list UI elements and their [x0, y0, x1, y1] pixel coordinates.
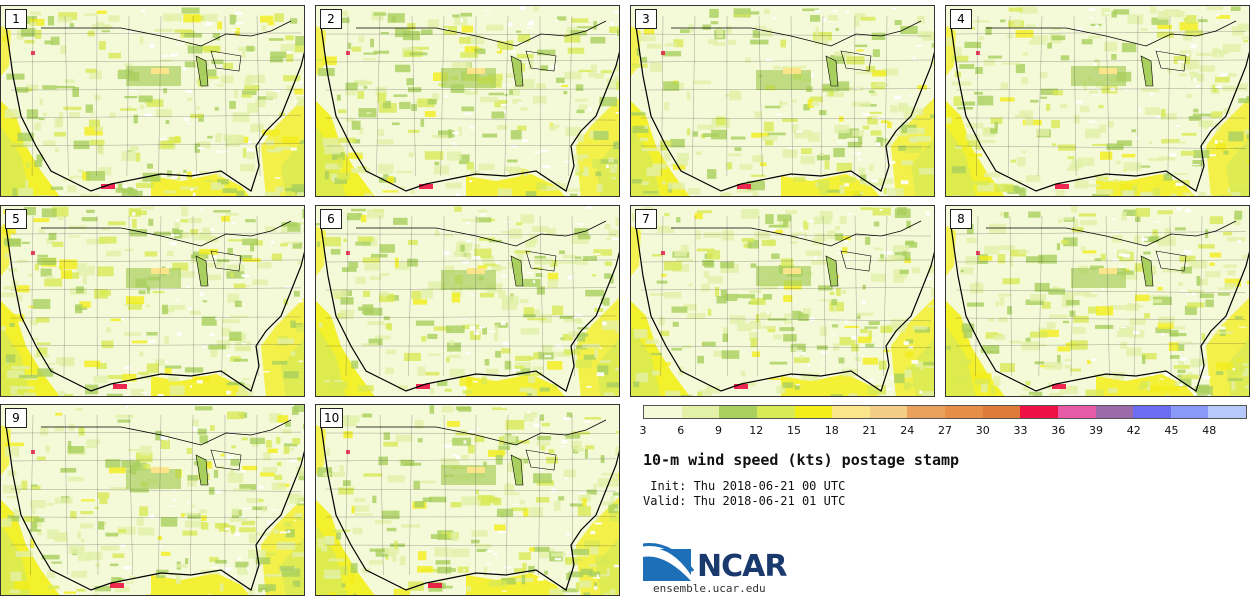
wind-speed-map	[946, 6, 1249, 196]
ensemble-member-panel: 6	[315, 205, 620, 397]
colorbar-swatch	[869, 406, 908, 418]
member-number-label: 4	[950, 9, 972, 29]
wind-speed-map	[631, 206, 934, 396]
colorbar-swatch	[945, 406, 983, 418]
colorbar-tick-label: 33	[1013, 424, 1028, 437]
wind-speed-map	[316, 6, 619, 196]
colorbar-swatch	[756, 406, 795, 418]
member-number-label: 3	[635, 9, 657, 29]
colorbar-swatch	[719, 406, 757, 418]
colorbar-tick-label: 3	[639, 424, 647, 437]
ensemble-member-panel: 2	[315, 5, 620, 197]
colorbar-swatch	[1133, 406, 1171, 418]
ensemble-member-panel: 10	[315, 404, 620, 596]
wind-speed-map	[1, 405, 304, 595]
member-number-label: 7	[635, 209, 657, 229]
member-number-label: 6	[320, 209, 342, 229]
member-number-label: 10	[320, 408, 344, 428]
init-time: Init: Thu 2018-06-21 00 UTC	[643, 479, 846, 493]
wind-speed-map	[631, 6, 934, 196]
colorbar-tick-label: 15	[787, 424, 801, 437]
colorbar-swatch	[1095, 406, 1134, 418]
colorbar-swatch	[1170, 406, 1209, 418]
colorbar-tick-label: 39	[1089, 424, 1103, 437]
colorbar-tick-label: 9	[715, 424, 722, 437]
colorbar-swatch	[982, 406, 1021, 418]
wind-speed-map	[1, 6, 304, 196]
colorbar-swatch	[1057, 406, 1096, 418]
ensemble-member-panel: 3	[630, 5, 935, 197]
colorbar-swatch	[832, 406, 870, 418]
colorbar-tick-label: 45	[1164, 424, 1179, 437]
colorbar-swatch	[907, 406, 945, 418]
colorbar-swatch	[681, 406, 720, 418]
ensemble-member-panel: 1	[0, 5, 305, 197]
colorbar-tick-label: 48	[1202, 424, 1217, 437]
colorbar-swatch	[1208, 406, 1246, 418]
member-number-label: 1	[5, 9, 27, 29]
colorbar-swatch	[794, 406, 833, 418]
colorbar-tick-labels: 3 6 9 12 15 18 21 24 27 30 33 36 39 42 45 48	[639, 424, 1247, 438]
site-url: ensemble.ucar.edu	[653, 582, 766, 595]
member-number-label: 8	[950, 209, 972, 229]
colorbar-tick-label: 21	[862, 424, 877, 437]
colorbar-swatch	[1020, 406, 1058, 418]
ensemble-member-panel: 8	[945, 205, 1250, 397]
wind-speed-map	[316, 206, 619, 396]
wind-speed-map	[316, 405, 619, 595]
colorbar-tick-label: 36	[1051, 424, 1066, 437]
ensemble-member-panel: 4	[945, 5, 1250, 197]
valid-time: Valid: Thu 2018-06-21 01 UTC	[643, 494, 846, 508]
ncar-logo-icon	[643, 543, 695, 581]
wind-speed-map	[1, 206, 304, 396]
ensemble-member-panel: 7	[630, 205, 935, 397]
product-title: 10-m wind speed (kts) postage stamp	[643, 451, 960, 469]
colorbar-tick-label: 6	[677, 424, 685, 437]
colorbar-tick-label: 27	[938, 424, 952, 437]
colorbar-swatch	[644, 406, 682, 418]
ensemble-member-panel: 5	[0, 205, 305, 397]
member-number-label: 5	[5, 209, 27, 229]
wind-speed-colorbar	[643, 405, 1247, 419]
wind-speed-map	[946, 206, 1249, 396]
colorbar-tick-label: 30	[975, 424, 990, 437]
member-number-label: 2	[320, 9, 342, 29]
colorbar-tick-label: 24	[900, 424, 915, 437]
member-number-label: 9	[5, 408, 27, 428]
colorbar-tick-label: 18	[824, 424, 839, 437]
colorbar-tick-label: 12	[749, 424, 764, 437]
colorbar-tick-label: 42	[1126, 424, 1141, 437]
ncar-wordmark: NCAR	[697, 549, 787, 584]
ensemble-member-panel: 9	[0, 404, 305, 596]
